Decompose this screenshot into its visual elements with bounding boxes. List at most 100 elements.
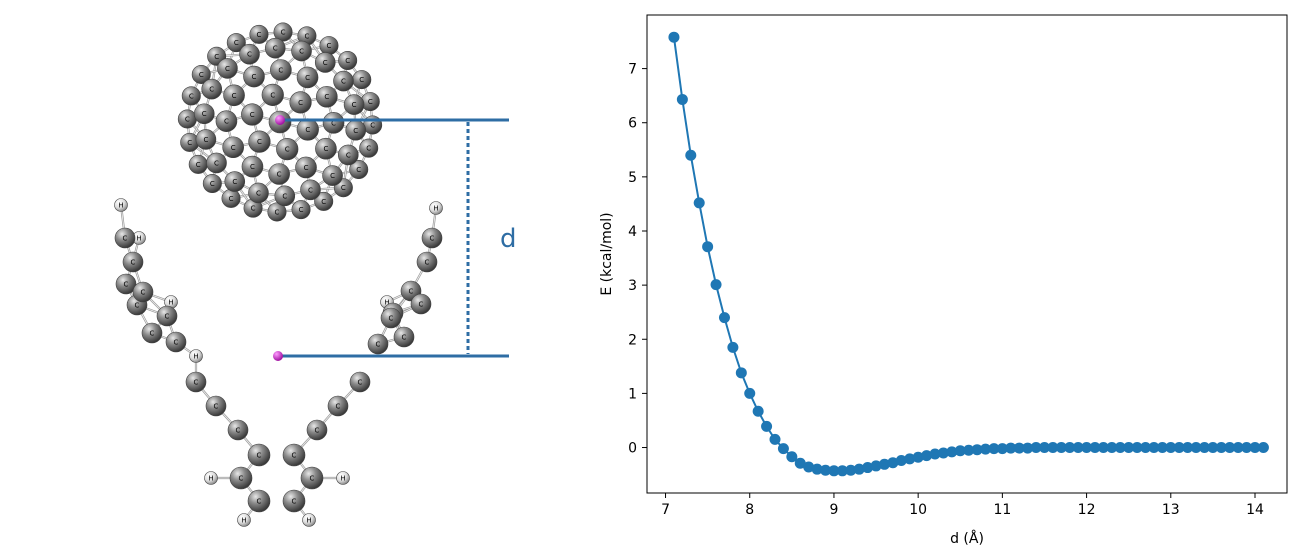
- atom-label: H: [306, 517, 311, 525]
- data-point: [1190, 442, 1202, 454]
- atom-label: C: [331, 119, 336, 127]
- data-point: [1022, 442, 1034, 454]
- atom-label: C: [341, 78, 346, 86]
- data-point: [836, 465, 848, 477]
- data-point: [1081, 442, 1093, 454]
- atom-label: C: [250, 111, 255, 119]
- data-point: [761, 420, 773, 432]
- data-point: [1013, 442, 1025, 454]
- carbon-atom: [223, 84, 245, 107]
- carbon-atom: [267, 202, 287, 222]
- data-point: [668, 31, 680, 43]
- atom-label: C: [185, 116, 190, 124]
- atom-label: C: [236, 427, 241, 435]
- carbon-atom: [239, 43, 260, 65]
- carbon-atom: [114, 227, 136, 249]
- hydrogen-atom: [429, 201, 443, 215]
- carbon-atom: [201, 78, 223, 100]
- atom-label: C: [239, 475, 244, 483]
- atom-label: C: [366, 145, 371, 153]
- carbon-atom: [367, 333, 389, 355]
- data-point: [1005, 442, 1017, 454]
- data-point: [693, 197, 705, 209]
- carbon-atom: [226, 33, 246, 53]
- data-point: [971, 444, 983, 456]
- carbon-atom: [193, 103, 215, 125]
- atom-label: C: [277, 170, 282, 178]
- data-point: [769, 433, 781, 445]
- carbon-atom: [410, 293, 432, 315]
- atom-label: C: [251, 205, 256, 213]
- atom-label: C: [199, 71, 204, 79]
- data-point: [752, 405, 764, 417]
- x-tick-label: 7: [661, 502, 670, 518]
- atom-label: H: [340, 475, 345, 483]
- data-point: [862, 462, 874, 474]
- atom-label: C: [281, 29, 286, 37]
- atom-label: C: [285, 146, 290, 154]
- data-point: [1241, 442, 1253, 454]
- atom-label: C: [282, 192, 287, 200]
- carbon-atom: [202, 174, 222, 194]
- y-axis-ticks: 0 1 2 3 4 5 6 7: [628, 62, 647, 457]
- data-point: [1089, 442, 1101, 454]
- carbon-atom: [306, 419, 328, 441]
- atom-label: C: [257, 452, 262, 460]
- atom-label: C: [370, 121, 375, 129]
- carbon-atom: [349, 371, 371, 393]
- atom-label: C: [419, 301, 424, 309]
- y-axis-label: E (kcal/mol): [599, 212, 615, 295]
- carbon-atom: [195, 129, 217, 150]
- atom-label: C: [315, 427, 320, 435]
- hydrogen-atom: [302, 513, 316, 527]
- data-point: [963, 444, 975, 456]
- atom-label: C: [224, 118, 229, 126]
- atom-label: C: [232, 92, 237, 100]
- data-point: [878, 458, 890, 470]
- data-point: [1047, 442, 1059, 454]
- data-point: [1030, 442, 1042, 454]
- hydrogen-atom: [237, 513, 251, 527]
- carbon-atom: [217, 58, 238, 79]
- molecule-bonds: [119, 30, 438, 521]
- atom-label: C: [304, 164, 309, 172]
- atom-label: C: [323, 145, 328, 153]
- atom-label: H: [136, 235, 141, 243]
- data-point: [1232, 442, 1244, 454]
- data-point: [929, 448, 941, 460]
- x-tick-label: 10: [909, 502, 927, 518]
- y-tick-label: 2: [628, 332, 637, 348]
- atom-label: C: [247, 51, 252, 59]
- carbon-atom: [322, 112, 345, 134]
- carbon-atom: [295, 156, 317, 179]
- carbon-atom: [316, 85, 338, 108]
- carbon-atom: [291, 40, 312, 62]
- carbon-atom: [296, 66, 319, 89]
- x-tick-label: 8: [745, 502, 754, 518]
- carbon-atom: [282, 443, 306, 467]
- data-point: [946, 446, 958, 458]
- data-point: [685, 149, 697, 161]
- atom-label: C: [341, 184, 346, 192]
- carbon-atom: [261, 83, 284, 106]
- carbon-atom: [247, 443, 271, 467]
- atom-label: C: [356, 166, 361, 174]
- data-point: [1156, 442, 1168, 454]
- atom-label: C: [270, 91, 275, 99]
- atom-label: C: [430, 235, 435, 243]
- atom-label: C: [257, 498, 262, 506]
- carbon-atom: [270, 59, 292, 81]
- data-point: [1148, 442, 1160, 454]
- data-point: [870, 460, 882, 472]
- atom-label: C: [310, 475, 315, 483]
- y-tick-label: 1: [628, 386, 637, 402]
- atom-label: C: [327, 42, 332, 50]
- data-point: [912, 451, 924, 463]
- carbon-atom: [322, 165, 343, 186]
- data-point: [794, 457, 806, 469]
- y-tick-label: 0: [628, 441, 637, 457]
- y-tick-label: 5: [628, 170, 637, 186]
- y-tick-label: 3: [628, 278, 637, 294]
- atom-label: C: [402, 334, 407, 342]
